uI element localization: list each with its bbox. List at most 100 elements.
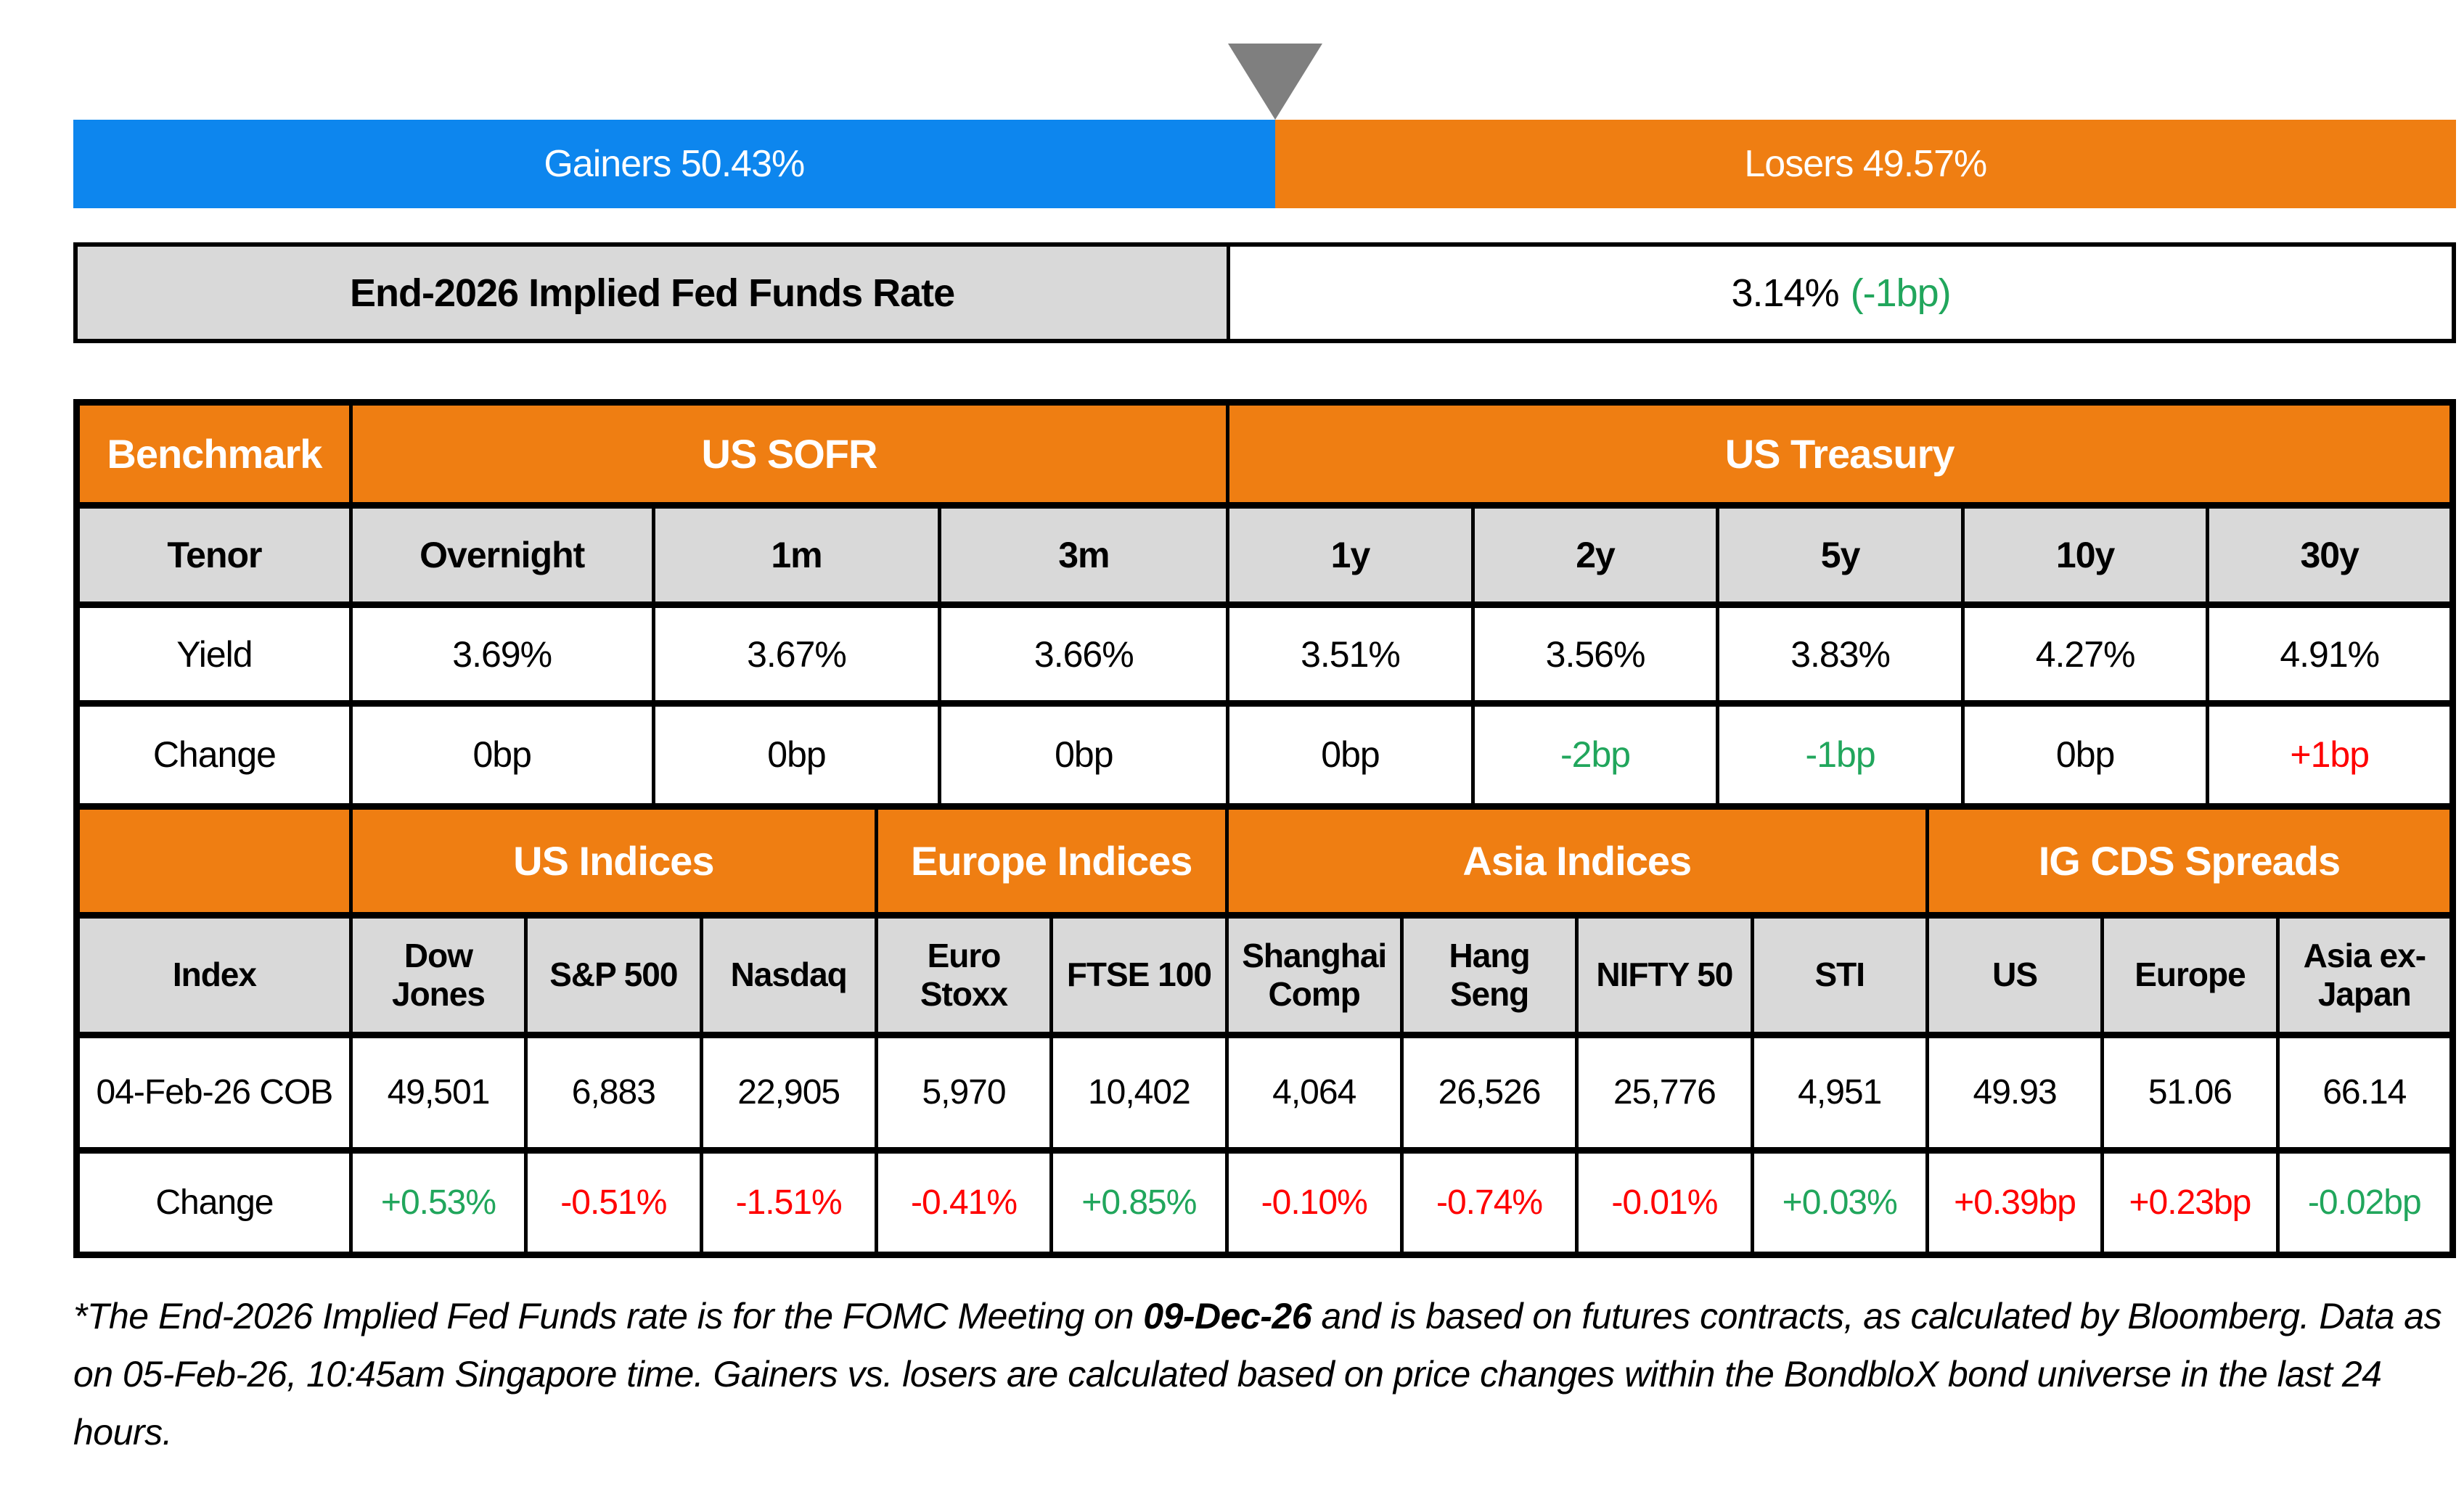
index-change-cell: -0.74%: [1399, 1146, 1579, 1258]
group-us-indices: US Indices: [348, 802, 878, 919]
yield-cell: 3.83%: [1716, 601, 1965, 707]
group-asia-indices: Asia Indices: [1224, 802, 1929, 919]
tenor-row-label: Tenor: [75, 502, 353, 608]
index-value-cell: 22,905: [699, 1031, 878, 1154]
tenor-cell: 1m: [651, 502, 942, 608]
benchmark-group-header-row: Benchmark US SOFR US Treasury: [75, 399, 2455, 509]
group-europe-indices: Europe Indices: [874, 802, 1229, 919]
index-value-cell: 26,526: [1399, 1031, 1579, 1154]
losers-bar: Losers 49.57%: [1274, 120, 2456, 208]
index-value-cell: 4,951: [1750, 1031, 1929, 1154]
index-row-label: Index: [75, 911, 353, 1038]
fed-funds-label: End-2026 Implied Fed Funds Rate: [78, 247, 1231, 339]
indices-table: US Indices Europe Indices Asia Indices I…: [73, 802, 2456, 1258]
fed-funds-rate: 3.14%: [1731, 271, 1839, 315]
yield-cell: 3.51%: [1226, 601, 1475, 707]
indices-corner-cell: [75, 802, 353, 919]
fed-funds-change: (-1bp): [1850, 271, 1952, 315]
footnote-bold-date: 09-Dec-26: [1143, 1295, 1312, 1336]
index-change-cell: +0.39bp: [1925, 1146, 2105, 1258]
losers-label: Losers 49.57%: [1744, 143, 1987, 185]
content: Gainers 50.43% Losers 49.57% End-2026 Im…: [73, 44, 2456, 1461]
tenor-cell: 2y: [1470, 502, 1720, 608]
index-value-cell: 51.06: [2100, 1031, 2280, 1154]
index-name-cell: NIFTY 50: [1575, 911, 1754, 1038]
index-value-cell: 49,501: [348, 1031, 528, 1154]
tenor-row: Tenor Overnight 1m 3m 1y 2y 5y 10y 30y: [75, 502, 2455, 608]
index-change-cell: +0.53%: [348, 1146, 528, 1258]
benchmark-change-row: Change 0bp 0bp 0bp 0bp -2bp -1bp 0bp +1b…: [75, 700, 2455, 803]
indices-group-header-row: US Indices Europe Indices Asia Indices I…: [75, 802, 2455, 919]
footnote: *The End-2026 Implied Fed Funds rate is …: [73, 1287, 2456, 1461]
index-name-cell: Europe: [2100, 911, 2280, 1038]
index-change-cell: -1.51%: [699, 1146, 878, 1258]
tenor-cell: 5y: [1716, 502, 1965, 608]
change-cell: 0bp: [651, 700, 942, 803]
change-cell: 0bp: [1960, 700, 2210, 803]
tenor-cell: 10y: [1960, 502, 2210, 608]
change-cell: -2bp: [1470, 700, 1720, 803]
index-change-cell: -0.10%: [1224, 1146, 1404, 1258]
index-value-cell: 10,402: [1049, 1031, 1229, 1154]
index-change-cell: +0.03%: [1750, 1146, 1929, 1258]
yield-cell: 4.27%: [1960, 601, 2210, 707]
closing-date-label: 04-Feb-26 COB: [75, 1031, 353, 1154]
tenor-cell: 30y: [2206, 502, 2455, 608]
footnote-text-before: *The End-2026 Implied Fed Funds rate is …: [73, 1295, 1144, 1336]
index-value-cell: 5,970: [874, 1031, 1054, 1154]
group-us-sofr: US SOFR: [348, 399, 1230, 509]
index-name-cell: Euro Stoxx: [874, 911, 1054, 1038]
index-change-cell: -0.51%: [524, 1146, 703, 1258]
index-name-cell: Hang Seng: [1399, 911, 1579, 1038]
index-value-cell: 49.93: [1925, 1031, 2105, 1154]
change-cell: 0bp: [1226, 700, 1475, 803]
benchmark-table: Benchmark US SOFR US Treasury Tenor Over…: [73, 399, 2456, 803]
index-value-cell: 66.14: [2275, 1031, 2455, 1154]
index-name-cell: S&P 500: [524, 911, 703, 1038]
tenor-cell: Overnight: [348, 502, 655, 608]
index-change-cell: -0.01%: [1575, 1146, 1754, 1258]
yield-cell: 3.56%: [1470, 601, 1720, 707]
index-name-row: Index Dow Jones S&P 500 Nasdaq Euro Stox…: [75, 911, 2455, 1038]
yield-cell: 4.91%: [2206, 601, 2455, 707]
index-name-cell: Dow Jones: [348, 911, 528, 1038]
index-change-cell: +0.23bp: [2100, 1146, 2280, 1258]
change-row-label: Change: [75, 700, 353, 803]
yield-cell: 3.67%: [651, 601, 942, 707]
index-change-cell: -0.02bp: [2275, 1146, 2455, 1258]
index-name-cell: Nasdaq: [699, 911, 878, 1038]
tenor-cell: 3m: [938, 502, 1230, 608]
index-value-cell: 6,883: [524, 1031, 703, 1154]
index-change-cell: +0.85%: [1049, 1146, 1229, 1258]
footnote-text-after: and is based on futures contracts, as ca…: [73, 1295, 2442, 1453]
fed-funds-row: End-2026 Implied Fed Funds Rate 3.14% (-…: [73, 242, 2456, 343]
index-change-cell: -0.41%: [874, 1146, 1054, 1258]
gainers-losers-bar: Gainers 50.43% Losers 49.57%: [73, 120, 2456, 208]
change-cell: +1bp: [2206, 700, 2455, 803]
index-name-cell: US: [1925, 911, 2105, 1038]
fed-funds-value: 3.14% (-1bp): [1230, 247, 2452, 339]
yield-cell: 3.69%: [348, 601, 655, 707]
closing-values-row: 04-Feb-26 COB 49,501 6,883 22,905 5,970 …: [75, 1031, 2455, 1154]
group-ig-cds-spreads: IG CDS Spreads: [1925, 802, 2455, 919]
yield-row-label: Yield: [75, 601, 353, 707]
change-cell: -1bp: [1716, 700, 1965, 803]
indices-change-row: Change +0.53% -0.51% -1.51% -0.41% +0.85…: [75, 1146, 2455, 1258]
index-value-cell: 4,064: [1224, 1031, 1404, 1154]
change-row-label: Change: [75, 1146, 353, 1258]
gainers-label: Gainers 50.43%: [544, 143, 805, 185]
index-value-cell: 25,776: [1575, 1031, 1754, 1154]
index-name-cell: Shanghai Comp: [1224, 911, 1404, 1038]
change-cell: 0bp: [938, 700, 1230, 803]
index-name-cell: FTSE 100: [1049, 911, 1229, 1038]
yield-cell: 3.66%: [938, 601, 1230, 707]
tenor-cell: 1y: [1226, 502, 1475, 608]
benchmark-corner-cell: Benchmark: [75, 399, 353, 509]
split-marker-down-triangle-icon: [1227, 44, 1322, 120]
yield-row: Yield 3.69% 3.67% 3.66% 3.51% 3.56% 3.83…: [75, 601, 2455, 707]
index-name-cell: Asia ex-Japan: [2275, 911, 2455, 1038]
marker-row: [73, 44, 2456, 120]
change-cell: 0bp: [348, 700, 655, 803]
group-us-treasury: US Treasury: [1226, 399, 2455, 509]
